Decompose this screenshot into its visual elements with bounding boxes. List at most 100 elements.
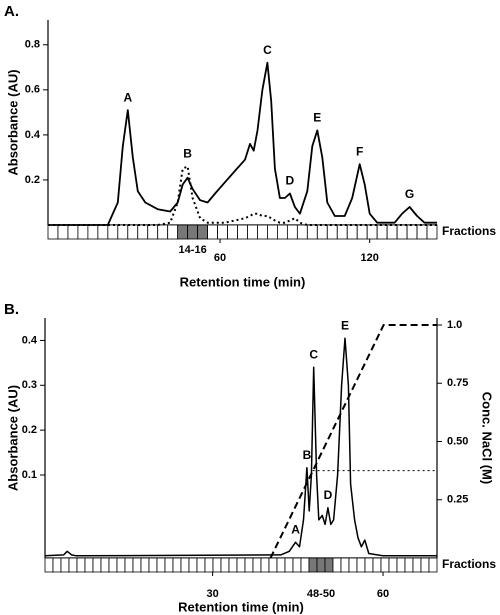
peak-label: B bbox=[183, 147, 192, 161]
fraction-range-label: 14-16 bbox=[179, 244, 207, 256]
fraction-box bbox=[180, 557, 190, 573]
fraction-box bbox=[167, 224, 179, 240]
fraction-box bbox=[412, 557, 422, 573]
fraction-box bbox=[116, 557, 126, 573]
fraction-box bbox=[57, 224, 69, 240]
fraction-box bbox=[107, 224, 119, 240]
y-tick-label: 0.4 bbox=[22, 334, 38, 346]
fraction-box bbox=[268, 557, 278, 573]
fraction-box bbox=[77, 224, 89, 240]
fraction-box bbox=[247, 224, 258, 240]
fraction-box bbox=[336, 224, 348, 240]
fraction-box bbox=[227, 224, 238, 240]
fraction-box bbox=[196, 557, 206, 573]
fraction-box bbox=[60, 557, 70, 573]
fraction-box bbox=[44, 557, 54, 573]
fraction-box bbox=[188, 557, 198, 573]
series-line bbox=[48, 61, 437, 226]
fraction-box bbox=[260, 557, 270, 573]
fraction-box bbox=[366, 224, 378, 240]
fraction-box bbox=[277, 224, 288, 240]
fraction-box bbox=[356, 224, 368, 240]
x-axis-label: Retention time (min) bbox=[180, 274, 306, 289]
peak-label: C bbox=[309, 348, 318, 362]
fraction-box bbox=[67, 224, 79, 240]
fraction-box bbox=[140, 557, 150, 573]
y2-tick-label: 0.25 bbox=[447, 494, 468, 506]
fraction-box bbox=[316, 224, 328, 240]
fraction-box bbox=[148, 557, 158, 573]
fraction-box bbox=[388, 557, 398, 573]
fraction-box bbox=[164, 557, 174, 573]
fraction-box bbox=[376, 224, 388, 240]
fraction-box bbox=[237, 224, 248, 240]
fraction-box bbox=[284, 557, 294, 573]
fraction-box bbox=[324, 557, 334, 573]
x-tick-label: 60 bbox=[214, 252, 226, 264]
fraction-box bbox=[204, 557, 214, 573]
x-tick-label: 120 bbox=[360, 252, 378, 264]
fraction-box bbox=[87, 224, 99, 240]
fraction-box bbox=[252, 557, 262, 573]
fraction-box bbox=[428, 557, 438, 573]
fraction-box bbox=[420, 557, 430, 573]
fraction-box bbox=[386, 224, 398, 240]
peak-label: G bbox=[405, 187, 414, 201]
fraction-box bbox=[372, 557, 382, 573]
fraction-box bbox=[228, 557, 238, 573]
fraction-box bbox=[348, 557, 358, 573]
fraction-box bbox=[292, 557, 302, 573]
fraction-box bbox=[346, 224, 358, 240]
y-tick-label: 0.2 bbox=[22, 424, 37, 436]
fraction-box bbox=[207, 224, 218, 240]
fraction-box bbox=[124, 557, 134, 573]
peak-label: A bbox=[291, 522, 300, 536]
fractions-label: Fractions bbox=[442, 557, 496, 571]
peak-label: D bbox=[324, 488, 333, 502]
series-line bbox=[269, 324, 437, 559]
panel-label: A. bbox=[4, 3, 19, 20]
fraction-box bbox=[100, 557, 110, 573]
y-tick-label: 0.8 bbox=[25, 39, 40, 51]
fraction-box bbox=[404, 557, 414, 573]
fraction-box bbox=[426, 224, 438, 240]
fraction-box bbox=[47, 224, 59, 240]
fraction-box bbox=[156, 557, 166, 573]
peak-label: B bbox=[303, 448, 312, 462]
fraction-box bbox=[92, 557, 102, 573]
fraction-box bbox=[217, 224, 228, 240]
fraction-box bbox=[108, 557, 118, 573]
peak-label: E bbox=[341, 318, 349, 332]
fraction-box bbox=[267, 224, 278, 240]
peak-label: E bbox=[313, 111, 321, 125]
series-line bbox=[44, 337, 437, 557]
fraction-box bbox=[137, 224, 149, 240]
fractions-label: Fractions bbox=[442, 224, 496, 238]
series-line bbox=[48, 165, 437, 226]
fraction-box bbox=[396, 557, 406, 573]
fraction-box bbox=[127, 224, 139, 240]
peak-label: A bbox=[123, 90, 132, 104]
fraction-box bbox=[340, 557, 350, 573]
fraction-box bbox=[356, 557, 366, 573]
fraction-box bbox=[172, 557, 182, 573]
y-axis-label: Absorbance (AU) bbox=[5, 385, 20, 491]
y-tick-label: 0.1 bbox=[22, 469, 37, 481]
fraction-box bbox=[326, 224, 338, 240]
peak-label: C bbox=[263, 43, 272, 57]
fraction-box bbox=[220, 557, 230, 573]
y2-tick-label: 0.75 bbox=[447, 377, 468, 389]
fraction-box bbox=[308, 557, 318, 573]
fraction-box bbox=[416, 224, 428, 240]
fraction-box bbox=[76, 557, 86, 573]
fraction-range-label: 48-50 bbox=[307, 588, 335, 600]
fraction-box bbox=[84, 557, 94, 573]
fraction-box bbox=[117, 224, 129, 240]
fraction-box bbox=[244, 557, 254, 573]
y2-tick-label: 1.0 bbox=[447, 319, 462, 331]
fraction-box bbox=[197, 224, 208, 240]
fraction-box bbox=[157, 224, 169, 240]
y2-tick-label: 0.50 bbox=[447, 435, 468, 447]
fraction-box bbox=[380, 557, 390, 573]
